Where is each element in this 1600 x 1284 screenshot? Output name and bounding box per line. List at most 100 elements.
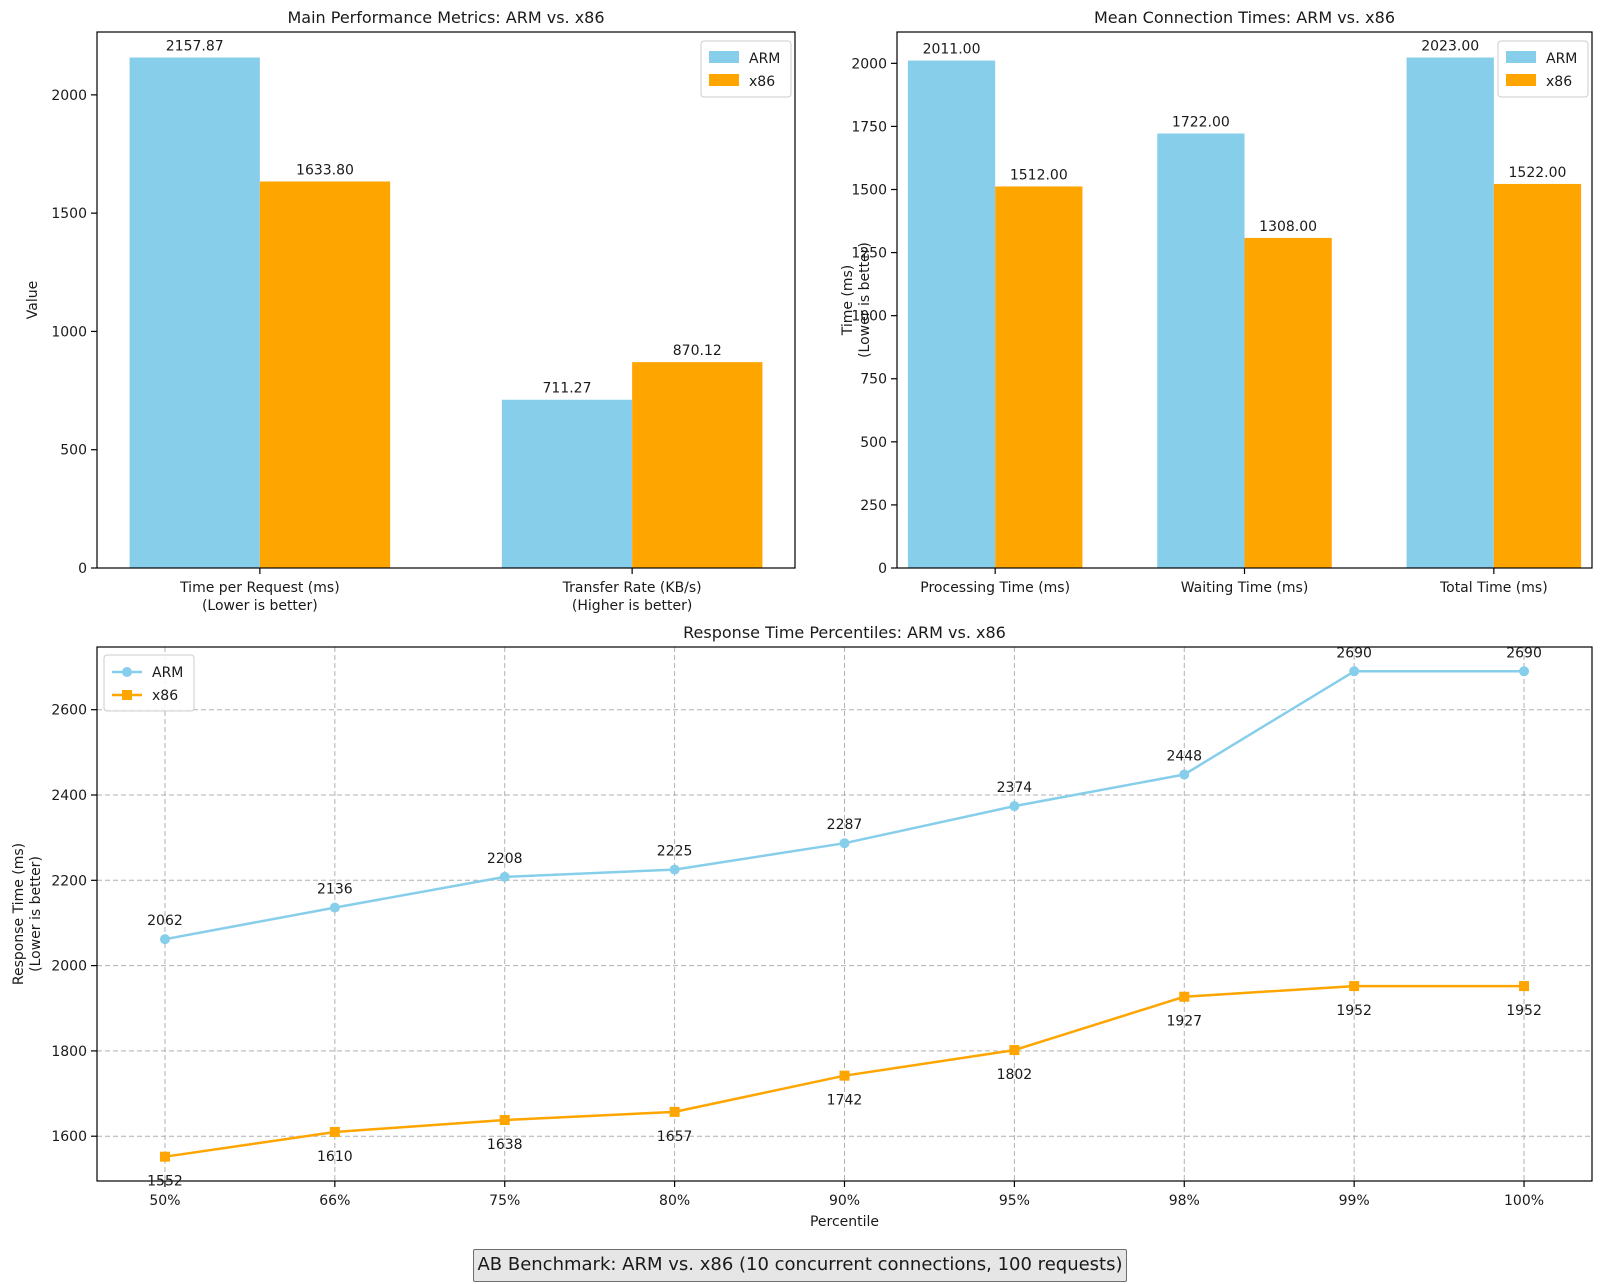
conn-xtick-label: Total Time (ms) bbox=[1439, 580, 1548, 596]
pct-ytick-label: 2600 bbox=[51, 703, 87, 719]
conn-ytick-label: 750 bbox=[860, 372, 887, 388]
pct-point-label-x86: 1952 bbox=[1336, 1003, 1372, 1019]
main-legend-box bbox=[700, 40, 792, 98]
pct-ytick-label: 2000 bbox=[51, 959, 87, 975]
main-title: Main Performance Metrics: ARM vs. x86 bbox=[287, 8, 604, 27]
pct-legend-marker-x86 bbox=[122, 690, 132, 700]
conn-legend-swatch-x86 bbox=[1506, 74, 1536, 86]
text-layer: Main Performance Metrics: ARM vs. x86 215… bbox=[11, 8, 1566, 1230]
pct-point-arm bbox=[329, 902, 340, 913]
pct-legend-marker-arm bbox=[122, 667, 132, 677]
conn-ytick-label: 250 bbox=[860, 498, 887, 514]
pct-legend-box bbox=[103, 654, 195, 712]
pct-point-x86 bbox=[1519, 981, 1530, 992]
pct-point-label-x86: 1802 bbox=[997, 1067, 1033, 1083]
pct-point-label-arm: 2374 bbox=[997, 780, 1033, 796]
conn-bar-value-label: 1522.00 bbox=[1509, 165, 1567, 181]
pct-ytick-label: 1600 bbox=[51, 1129, 87, 1145]
pct-point-x86 bbox=[1349, 981, 1360, 992]
conn-bar-value-label: 2011.00 bbox=[923, 42, 981, 58]
main-bar-value-label: 870.12 bbox=[673, 343, 722, 359]
main-ytick-label: 0 bbox=[78, 561, 87, 577]
pct-point-label-arm: 2136 bbox=[317, 882, 353, 898]
conn-title: Mean Connection Times: ARM vs. x86 bbox=[1094, 8, 1395, 27]
conn-bar-x86 bbox=[1493, 183, 1582, 568]
grid-layer bbox=[97, 647, 1592, 1181]
marks-layer bbox=[129, 57, 1582, 1162]
conn-xtick-label: Processing Time (ms) bbox=[920, 580, 1070, 596]
main-legend-swatch-arm bbox=[709, 51, 739, 63]
pct-point-label-x86: 1638 bbox=[487, 1137, 523, 1153]
pct-point-label-arm: 2448 bbox=[1166, 749, 1202, 765]
main-xtick-label: Time per Request (ms) bbox=[179, 580, 340, 596]
pct-point-x86 bbox=[1009, 1045, 1020, 1056]
conn-bar-x86 bbox=[1244, 237, 1332, 568]
main-ytick-label: 1000 bbox=[51, 324, 87, 340]
conn-legend-label-x86: x86 bbox=[1546, 74, 1572, 90]
conn-bar-value-label: 1308.00 bbox=[1259, 219, 1317, 235]
pct-legend-label-x86: x86 bbox=[152, 688, 178, 704]
pct-point-arm bbox=[1349, 666, 1360, 677]
pct-xtick-label: 99% bbox=[1339, 1193, 1370, 1209]
main-plot-frame bbox=[96, 31, 796, 569]
conn-ytick-label: 2000 bbox=[851, 56, 887, 72]
pct-point-arm bbox=[1009, 801, 1020, 812]
conn-xtick-label: Waiting Time (ms) bbox=[1181, 580, 1309, 596]
conn-bar-arm bbox=[907, 60, 996, 568]
pct-point-x86 bbox=[499, 1115, 510, 1126]
pct-point-label-x86: 1742 bbox=[827, 1093, 863, 1109]
pct-xtick-label: 90% bbox=[829, 1193, 860, 1209]
pct-point-x86 bbox=[159, 1151, 170, 1162]
pct-point-label-arm: 2690 bbox=[1506, 645, 1542, 661]
main-xtick-label: (Lower is better) bbox=[202, 598, 318, 614]
pct-point-arm bbox=[1519, 666, 1530, 677]
figure-caption: AB Benchmark: ARM vs. x86 (10 concurrent… bbox=[473, 1249, 1127, 1282]
main-legend-label-arm: ARM bbox=[749, 51, 780, 67]
conn-bar-x86 bbox=[995, 186, 1083, 568]
main-bar-value-label: 2157.87 bbox=[166, 39, 224, 55]
pct-point-x86 bbox=[329, 1126, 340, 1137]
pct-point-label-arm: 2208 bbox=[487, 851, 523, 867]
main-ytick-label: 2000 bbox=[51, 88, 87, 104]
pct-xtick-label: 95% bbox=[999, 1193, 1030, 1209]
main-bar-value-label: 1633.80 bbox=[296, 162, 354, 178]
pct-point-arm bbox=[839, 838, 850, 849]
legend-layer: ARM x86 ARM x86 ARM x86 bbox=[103, 40, 1589, 712]
main-ytick-label: 1500 bbox=[51, 206, 87, 222]
pct-xtick-label: 100% bbox=[1504, 1193, 1544, 1209]
pct-xtick-label: 98% bbox=[1169, 1193, 1200, 1209]
main-ylabel: Value bbox=[25, 281, 41, 319]
main-bar-arm bbox=[129, 57, 260, 569]
conn-ytick-label: 1000 bbox=[851, 309, 887, 325]
conn-ytick-label: 1500 bbox=[851, 182, 887, 198]
conn-legend-box bbox=[1497, 40, 1589, 98]
conn-legend-label-arm: ARM bbox=[1546, 51, 1577, 67]
main-bar-x86 bbox=[259, 181, 391, 568]
pct-title: Response Time Percentiles: ARM vs. x86 bbox=[683, 623, 1006, 642]
pct-ylabel: (Lower is better) bbox=[28, 856, 44, 972]
pct-legend-label-arm: ARM bbox=[152, 665, 183, 681]
pct-xtick-label: 75% bbox=[489, 1193, 520, 1209]
main-bar-value-label: 711.27 bbox=[542, 381, 591, 397]
pct-point-label-x86: 1552 bbox=[147, 1174, 183, 1190]
pct-ylabel: Response Time (ms) bbox=[11, 843, 27, 985]
pct-point-label-x86: 1927 bbox=[1166, 1014, 1202, 1030]
main-bar-arm bbox=[501, 399, 633, 568]
main-ytick-label: 500 bbox=[60, 443, 87, 459]
pct-xtick-label: 50% bbox=[149, 1193, 180, 1209]
conn-ytick-label: 1750 bbox=[851, 119, 887, 135]
pct-ytick-label: 1800 bbox=[51, 1044, 87, 1060]
conn-legend-swatch-arm bbox=[1506, 51, 1536, 63]
conn-bar-arm bbox=[1157, 133, 1245, 568]
pct-point-arm bbox=[1179, 769, 1190, 780]
pct-xtick-label: 66% bbox=[319, 1193, 350, 1209]
conn-bar-value-label: 1722.00 bbox=[1172, 114, 1230, 130]
pct-point-arm bbox=[499, 871, 510, 882]
main-xtick-label: Transfer Rate (KB/s) bbox=[562, 580, 702, 596]
pct-ytick-label: 2400 bbox=[51, 788, 87, 804]
conn-ytick-label: 0 bbox=[878, 561, 887, 577]
pct-point-label-arm: 2225 bbox=[657, 844, 693, 860]
pct-xlabel: Percentile bbox=[810, 1214, 879, 1230]
pct-point-arm bbox=[669, 864, 680, 875]
conn-ytick-label: 500 bbox=[860, 435, 887, 451]
